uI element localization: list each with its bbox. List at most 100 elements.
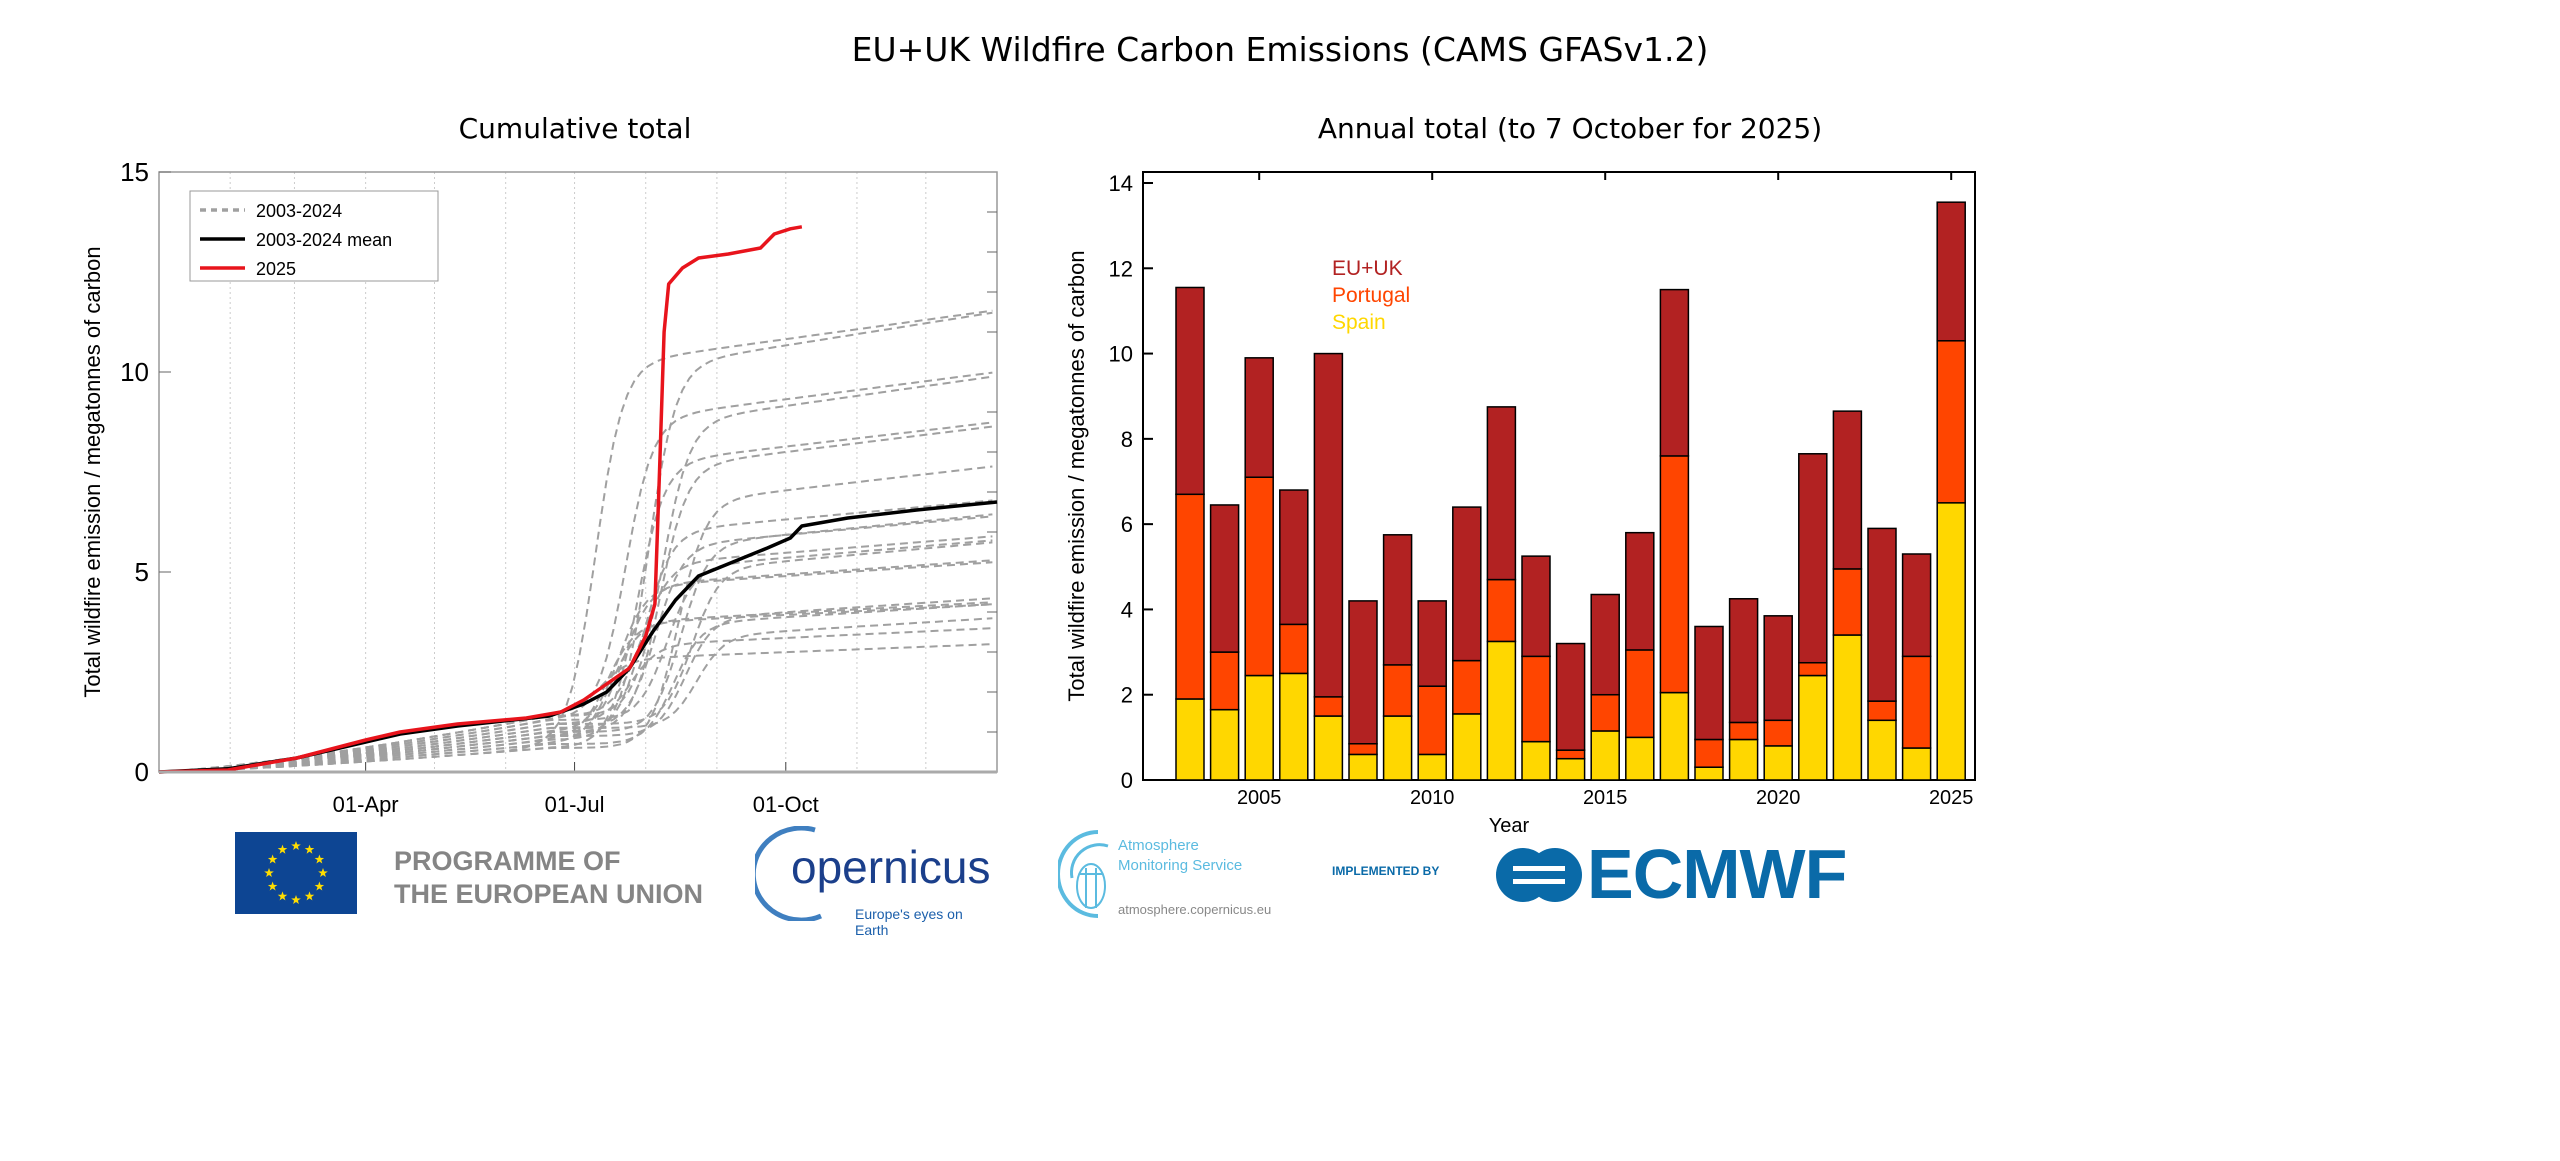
series-line-2003-2024 <box>158 465 993 773</box>
series-line-2003-2024 <box>158 601 993 773</box>
bar-segment-portugal-2017 <box>1659 455 1690 694</box>
bar-segment-eu-uk-2008 <box>1348 600 1378 745</box>
series-line-2003-2024 <box>158 617 993 773</box>
eu-flag-logo <box>235 832 357 914</box>
bar-segment-portugal-2010 <box>1417 685 1447 756</box>
series-line-2003-2024 <box>158 309 993 773</box>
bar-segment-spain-2025 <box>1936 502 1966 781</box>
bar-segment-eu-uk-2007 <box>1313 352 1344 698</box>
bar-segment-eu-uk-2013 <box>1521 555 1551 658</box>
bar-segment-spain-2010 <box>1417 753 1447 781</box>
bar-segment-spain-2022 <box>1832 634 1863 781</box>
bar-segment-spain-2013 <box>1521 740 1551 781</box>
series-line-2003-2024 <box>158 421 993 773</box>
bar-segment-portugal-2016 <box>1625 649 1655 739</box>
y-tick-label: 0 <box>1121 768 1133 793</box>
y-tick-label: 10 <box>120 357 149 387</box>
eu-star-icon <box>277 844 288 854</box>
eu-star-icon <box>267 854 278 864</box>
bar-segment-eu-uk-2015 <box>1590 593 1620 696</box>
bar-segment-spain-2020 <box>1763 745 1793 781</box>
eu-star-icon <box>318 868 328 877</box>
bar-segment-eu-uk-2024 <box>1901 553 1932 658</box>
legend-label: 2025 <box>256 259 296 279</box>
cams-line-2: Monitoring Service <box>1118 857 1243 874</box>
series-line-2003-2024 <box>158 371 993 773</box>
right-chart-title: Annual total (to 7 October for 2025) <box>1317 112 1823 145</box>
copernicus-logo: opernicus Europe's eyes on Earth <box>755 826 995 938</box>
bar-segment-portugal-2013 <box>1521 655 1551 743</box>
bar-segment-eu-uk-2017 <box>1659 288 1690 457</box>
eu-line-2: THE EUROPEAN UNION <box>394 879 704 909</box>
bar-segment-eu-uk-2016 <box>1625 531 1655 651</box>
bar-segment-portugal-2019 <box>1728 721 1759 741</box>
bar-segment-portugal-2012 <box>1486 578 1517 643</box>
eu-star-icon <box>277 891 288 901</box>
x-tick-label: 01-Jul <box>545 792 605 817</box>
bar-segment-eu-uk-2018 <box>1694 625 1724 741</box>
eu-star-icon <box>304 891 315 901</box>
y-tick-label: 14 <box>1109 171 1133 196</box>
series-line-2025 <box>158 225 803 774</box>
x-tick-label: 2005 <box>1237 787 1282 809</box>
y-tick-label: 10 <box>1109 342 1133 367</box>
eu-programme-text: PROGRAMME OF THE EUROPEAN UNION <box>394 845 703 911</box>
legend: 2003-2024 2003-2024 mean 2025 <box>189 190 439 282</box>
left-chart-title: Cumulative total <box>458 112 692 145</box>
bar-segment-spain-2007 <box>1313 715 1344 781</box>
series-line-2003-2024 <box>158 627 993 773</box>
bar-segment-eu-uk-2012 <box>1486 406 1517 581</box>
x-tick-label: 01-Oct <box>753 792 819 817</box>
bar-segment-spain-2012 <box>1486 640 1517 781</box>
bar-segment-portugal-2014 <box>1555 749 1586 760</box>
eu-star-icon <box>304 844 315 854</box>
bar-segment-portugal-2005 <box>1244 476 1274 677</box>
cumulative-chart: 0 5 10 15 01-Apr 01-Jul 01-Oct Total wildfire e… <box>80 157 998 817</box>
bar-segment-eu-uk-2020 <box>1763 615 1793 722</box>
series-line-2003-2024 <box>158 559 993 773</box>
bar-segment-eu-uk-2006 <box>1279 489 1309 626</box>
eu-star-icon <box>267 881 278 891</box>
bar-segment-spain-2018 <box>1694 766 1724 781</box>
bar-segment-spain-2014 <box>1555 757 1586 781</box>
bar-segment-eu-uk-2019 <box>1728 598 1759 724</box>
y-tick-label: 8 <box>1121 427 1133 452</box>
ecmwf-symbol-icon <box>1496 848 1582 902</box>
bar-segment-eu-uk-2005 <box>1244 357 1274 478</box>
bar-segment-portugal-2004 <box>1209 651 1240 711</box>
legend-label: EU+UK <box>1332 257 1403 280</box>
copernicus-tagline: Europe's eyes on Earth <box>855 906 963 938</box>
eu-star-icon <box>314 881 325 891</box>
copernicus-wordmark: opernicus <box>791 841 991 893</box>
bar-segment-eu-uk-2010 <box>1417 600 1447 687</box>
y-tick-label: 0 <box>135 757 149 787</box>
annual-bar-chart: 0 2 4 6 8 10 12 14 2005 2010 2015 2020 2025 Year Total… <box>1064 171 1976 837</box>
bar-segment-portugal-2021 <box>1798 661 1828 677</box>
bar-segment-portugal-2024 <box>1901 655 1932 749</box>
series-line-2003-2024 <box>158 311 993 773</box>
bar-segment-spain-2015 <box>1590 730 1620 781</box>
y-tick-label: 2 <box>1121 683 1133 708</box>
bar-segment-spain-2011 <box>1452 713 1482 781</box>
y-tick-label: 4 <box>1121 597 1133 622</box>
cams-name: Atmosphere Monitoring Service <box>1118 836 1242 876</box>
bar-segment-spain-2006 <box>1279 672 1309 781</box>
bar-segment-portugal-2022 <box>1832 568 1863 636</box>
bar-segment-eu-uk-2025 <box>1936 201 1966 342</box>
eu-stars-icon <box>264 841 328 904</box>
series-line-2003-2024 <box>158 539 993 773</box>
bar-segment-eu-uk-2003 <box>1175 286 1205 496</box>
y-tick-label: 15 <box>120 157 149 187</box>
bar-segment-spain-2017 <box>1659 691 1690 781</box>
cams-logo: Atmosphere Monitoring Service atmosphere… <box>1058 828 1318 923</box>
bar-segment-portugal-2008 <box>1348 743 1378 756</box>
y-tick-label: 5 <box>135 557 149 587</box>
series-line-2003-2024 <box>158 561 993 773</box>
bar-segment-spain-2016 <box>1625 736 1655 781</box>
y-tick-label: 6 <box>1121 512 1133 537</box>
eu-star-icon <box>314 854 325 864</box>
legend-box <box>189 190 439 282</box>
bar-segment-portugal-2003 <box>1175 493 1205 700</box>
bar-segment-spain-2005 <box>1244 674 1274 781</box>
series-line-2003-2024 <box>158 603 993 773</box>
